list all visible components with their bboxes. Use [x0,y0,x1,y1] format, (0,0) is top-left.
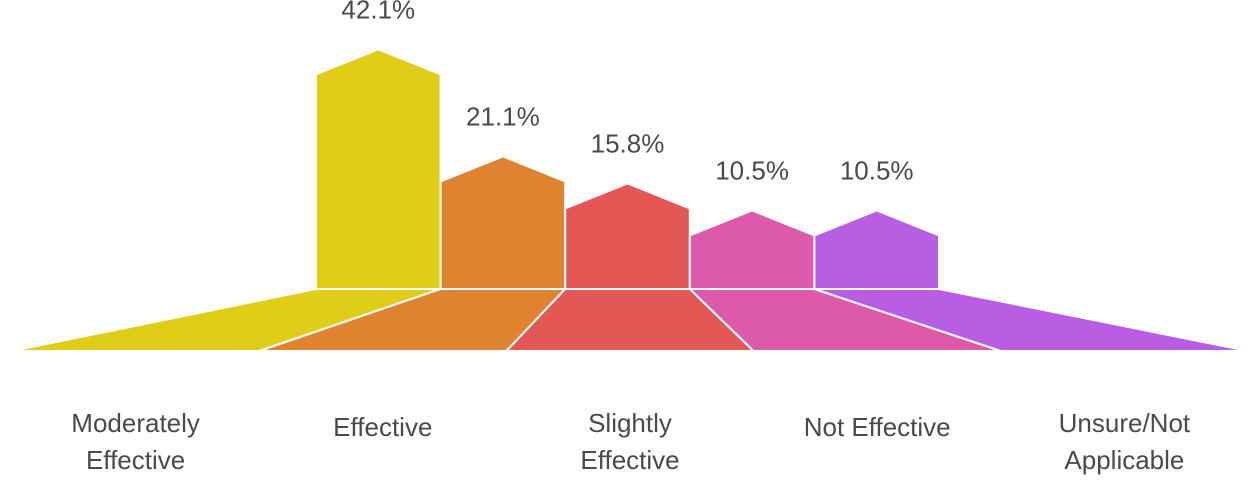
bar-base-5 [814,288,1249,352]
value-label-2: 21.1% [466,101,540,131]
value-label-4: 10.5% [715,155,789,185]
bar-4 [688,209,816,290]
bar-2 [439,155,567,290]
bar-3 [564,182,691,290]
value-labels-group: 42.1% 21.1% 15.8% 10.5% 10.5% [341,0,913,185]
bar-5 [813,209,940,290]
category-label-2: Effective [333,412,432,442]
value-label-5: 10.5% [840,155,914,185]
category-label-5: Unsure/Not Applicable [1059,408,1191,475]
bar-1 [315,48,442,290]
base-trapezoids-group [11,288,1249,352]
category-labels-group: Moderately Effective Effective Slightly Effe… [71,408,1191,475]
category-label-4: Not Effective [804,412,951,442]
value-label-3: 15.8% [591,128,665,158]
category-label-3: Slightly Effective [580,408,679,475]
category-label-1: Moderately Effective [71,408,200,475]
value-label-1: 42.1% [341,0,415,24]
